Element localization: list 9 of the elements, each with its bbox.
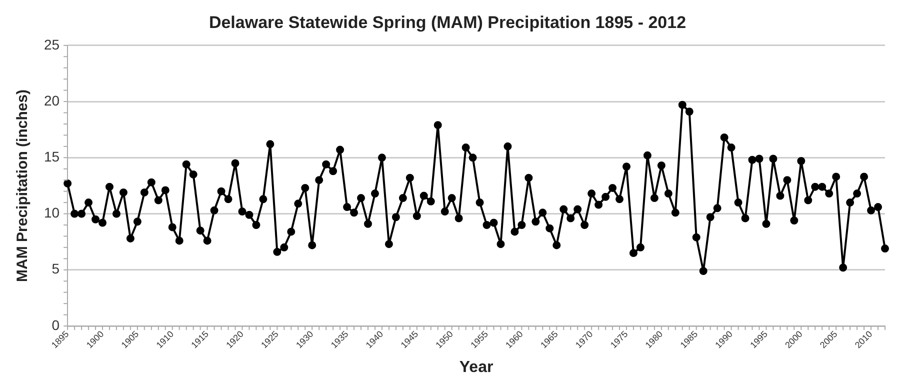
y-tick-label: 25: [44, 36, 60, 52]
x-axis-title: Year: [459, 358, 494, 376]
y-tick-label: 15: [44, 148, 60, 164]
y-axis-title: MAM Precipitation (inches): [14, 89, 32, 282]
y-tick-label: 20: [44, 92, 60, 108]
y-tick-label: 10: [44, 204, 60, 221]
y-tick-label: 0: [52, 316, 60, 333]
y-tick-label: 5: [52, 260, 60, 277]
chart-title: Delaware Statewide Spring (MAM) Precipitation 1895 - 2012: [208, 12, 686, 32]
